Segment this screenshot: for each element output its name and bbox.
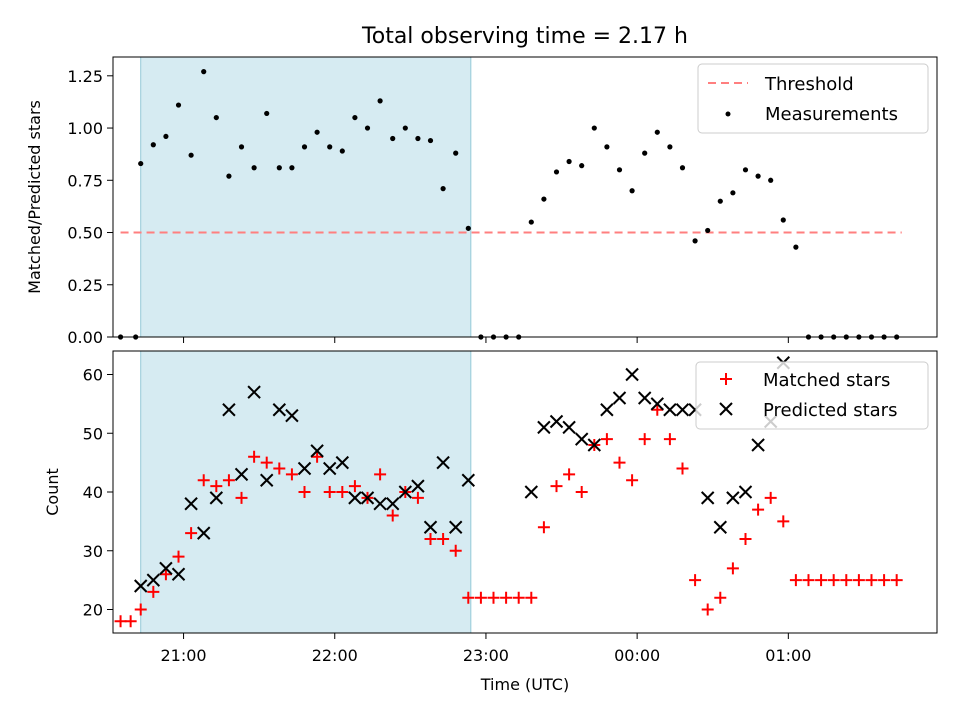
measurement-point [554, 169, 559, 174]
measurement-point [441, 186, 446, 191]
measurement-point [214, 115, 219, 120]
measurement-point [705, 228, 710, 233]
measurement-point [352, 115, 357, 120]
measurement-point [163, 134, 168, 139]
bottom-y-axis-label: Count [43, 468, 62, 516]
legend-measurements-swatch [726, 112, 731, 117]
measurement-point [629, 188, 634, 193]
measurement-point [667, 144, 672, 149]
top-legend: Threshold Measurements [698, 64, 928, 133]
bottom-y-tick-label: 30 [83, 542, 103, 561]
top-y-tick-label: 0.00 [67, 328, 103, 347]
measurement-point [680, 165, 685, 170]
measurement-point [378, 98, 383, 103]
measurement-point [415, 136, 420, 141]
measurement-point [793, 245, 798, 250]
top-plot-title: Total observing time = 2.17 h [361, 24, 688, 49]
measurement-point [327, 144, 332, 149]
bottom-y-tick-label: 50 [83, 424, 103, 443]
measurement-point [340, 148, 345, 153]
measurement-point [453, 151, 458, 156]
bottom-x-tick-label: 00:00 [614, 646, 660, 665]
bottom-x-axis-label: Time (UTC) [480, 675, 569, 694]
measurement-point [226, 174, 231, 179]
measurement-point [189, 153, 194, 158]
measurement-point [201, 69, 206, 74]
measurement-point [315, 130, 320, 135]
measurement-point [264, 111, 269, 116]
bottom-y-tick-label: 20 [83, 601, 103, 620]
bottom-legend: Matched stars Predicted stars [696, 362, 928, 429]
top-y-axis-label: Matched/Predicted stars [25, 100, 44, 294]
measurement-point [566, 159, 571, 164]
top-y-tick-label: 0.75 [67, 171, 103, 190]
legend-measurements-label: Measurements [765, 104, 898, 125]
legend-matched-label: Matched stars [763, 370, 890, 391]
measurement-point [617, 167, 622, 172]
measurement-point [239, 144, 244, 149]
measurement-point [390, 136, 395, 141]
measurement-point [365, 125, 370, 130]
measurement-point [781, 217, 786, 222]
measurement-point [302, 144, 307, 149]
measurement-point [529, 219, 534, 224]
measurement-point [592, 125, 597, 130]
top-y-tick-label: 1.25 [67, 67, 103, 86]
top-y-tick-label: 1.00 [67, 119, 103, 138]
bottom-x-tick-label: 23:00 [463, 646, 509, 665]
bottom-y-tick-label: 60 [83, 366, 103, 385]
bottom-x-tick-label: 01:00 [765, 646, 811, 665]
measurement-point [604, 144, 609, 149]
measurement-point [718, 199, 723, 204]
bottom-x-tick-label: 21:00 [161, 646, 207, 665]
top-observing-interval-shade [141, 57, 471, 337]
measurement-point [176, 102, 181, 107]
measurement-point [466, 226, 471, 231]
measurement-point [403, 125, 408, 130]
measurement-point [768, 178, 773, 183]
measurement-point [428, 138, 433, 143]
measurement-point [743, 167, 748, 172]
measurement-point [579, 163, 584, 168]
bottom-x-tick-label: 22:00 [312, 646, 358, 665]
measurement-point [730, 190, 735, 195]
measurement-point [692, 238, 697, 243]
top-y-tick-label: 0.25 [67, 276, 103, 295]
measurement-point [541, 196, 546, 201]
top-y-tick-label: 0.50 [67, 224, 103, 243]
measurement-point [151, 142, 156, 147]
measurement-point [755, 174, 760, 179]
figure: Total observing time = 2.17 h 0.00 0.25 0.… [0, 0, 960, 720]
measurement-point [642, 151, 647, 156]
measurement-point [138, 161, 143, 166]
bottom-y-tick-label: 40 [83, 483, 103, 502]
measurement-point [277, 165, 282, 170]
measurement-point [289, 165, 294, 170]
legend-threshold-label: Threshold [764, 74, 854, 95]
measurement-point [252, 165, 257, 170]
legend-predicted-label: Predicted stars [763, 400, 897, 421]
measurement-point [655, 130, 660, 135]
